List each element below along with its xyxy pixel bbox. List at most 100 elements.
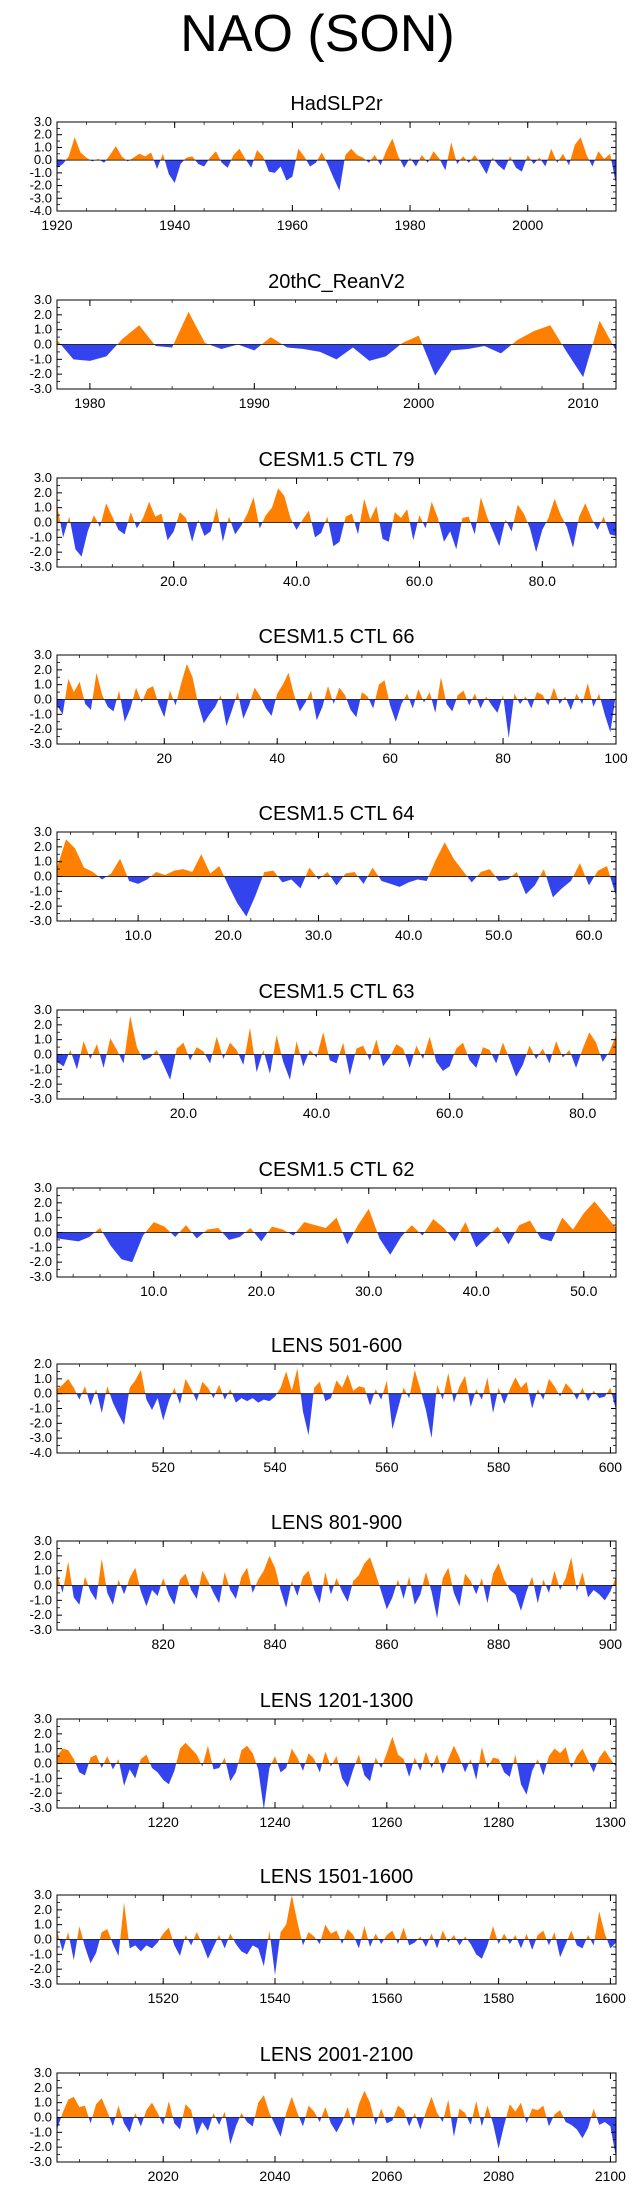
- y-tick-label: 1.0: [34, 139, 52, 154]
- panel-3: CESM1.5 CTL 79 3.02.01.00.0-1.0-2.0-3.0 20…: [30, 449, 617, 589]
- panel-title: LENS 801-900: [271, 1512, 402, 1534]
- y-tick-label: -2.0: [30, 1607, 52, 1622]
- x-tick-label: 50.0: [570, 1283, 597, 1299]
- panel-title: HadSLP2r: [290, 93, 383, 115]
- x-tick-label: 2040: [259, 2168, 290, 2184]
- x-tick-label: 10.0: [125, 927, 152, 943]
- x-tick-label: 20.0: [215, 927, 242, 943]
- negative-area: [57, 344, 616, 378]
- y-tick-label: -3.0: [30, 913, 52, 928]
- x-tick-label: 20.0: [248, 1283, 275, 1299]
- y-tick-label: -2.0: [30, 721, 52, 736]
- y-tick-label: -2.0: [30, 366, 52, 381]
- y-tick-label: -3.0: [30, 1622, 52, 1637]
- y-tick-label: -1.0: [30, 1401, 52, 1416]
- x-tick-label: 60.0: [436, 1105, 463, 1121]
- y-tick-label: -1.0: [30, 1239, 52, 1254]
- positive-area: [57, 1555, 616, 1586]
- negative-area: [57, 160, 616, 191]
- x-tick-label: 1240: [259, 1814, 290, 1830]
- y-tick-label: 3.0: [34, 1711, 52, 1726]
- x-tick-label: 1960: [277, 217, 308, 233]
- y-tick-label: 2.0: [34, 1195, 52, 1210]
- x-tick-label: 2020: [148, 2168, 179, 2184]
- y-tick-label: 0.0: [34, 1225, 52, 1240]
- x-tick-label: 60.0: [406, 573, 433, 589]
- x-tick-label: 20.0: [170, 1105, 197, 1121]
- y-tick-label: -2.0: [30, 1415, 52, 1430]
- x-tick-label: 1520: [148, 1990, 179, 2006]
- y-tick-label: 3.0: [34, 114, 52, 129]
- y-tick-label: -3.0: [30, 1091, 52, 1106]
- x-tick-label: 40: [269, 750, 285, 766]
- y-tick-label: 2.0: [34, 1356, 52, 1371]
- positive-area: [57, 1368, 616, 1394]
- y-tick-label: -1.0: [30, 883, 52, 898]
- panel-11: LENS 1501-1600 3.02.01.00.0-1.0-2.0-3.0 15…: [30, 1866, 627, 2006]
- x-tick-label: 860: [375, 1636, 399, 1652]
- y-tick-label: 2.0: [34, 662, 52, 677]
- x-tick-label: 1980: [394, 217, 425, 233]
- panel-2: 20thC_ReanV2 3.02.01.00.0-1.0-2.0-3.0 1980…: [30, 271, 617, 411]
- y-tick-label: -1.0: [30, 1061, 52, 1076]
- x-tick-label: 1560: [371, 1990, 402, 2006]
- y-tick-label: -3.0: [30, 1269, 52, 1284]
- y-tick-label: 0.0: [34, 1578, 52, 1593]
- y-tick-label: -3.0: [30, 736, 52, 751]
- positive-area: [57, 1015, 616, 1055]
- panel-title: LENS 1501-1600: [260, 1866, 413, 1888]
- x-tick-label: 30.0: [355, 1283, 382, 1299]
- y-tick-label: -1.0: [30, 165, 52, 180]
- y-tick-label: 0.0: [34, 337, 52, 352]
- y-tick-label: 3.0: [34, 1887, 52, 1902]
- x-tick-label: 1280: [483, 1814, 514, 1830]
- panel-title: LENS 1201-1300: [260, 1690, 413, 1712]
- x-tick-label: 100: [604, 750, 628, 766]
- y-tick-label: 1.0: [34, 1032, 52, 1047]
- negative-area: [57, 876, 616, 917]
- y-tick-label: -1.0: [30, 1770, 52, 1785]
- x-tick-label: 820: [152, 1636, 176, 1652]
- x-tick-label: 10.0: [140, 1283, 167, 1299]
- y-tick-label: 0.0: [34, 1386, 52, 1401]
- negative-area: [57, 1232, 616, 1263]
- y-tick-label: 1.0: [34, 854, 52, 869]
- y-tick-label: 2.0: [34, 839, 52, 854]
- y-tick-label: 3.0: [34, 647, 52, 662]
- y-tick-label: -1.0: [30, 1946, 52, 1961]
- y-tick-label: 3.0: [34, 470, 52, 485]
- y-tick-label: 1.0: [34, 2095, 52, 2110]
- negative-area: [57, 522, 616, 557]
- y-tick-label: 2.0: [34, 1548, 52, 1563]
- positive-area: [57, 2090, 616, 2118]
- panel-10: LENS 1201-1300 3.02.01.00.0-1.0-2.0-3.0 12…: [30, 1690, 627, 1830]
- x-tick-label: 520: [152, 1459, 176, 1475]
- x-tick-label: 40.0: [303, 1105, 330, 1121]
- y-tick-label: -4.0: [30, 1445, 52, 1460]
- y-tick-label: -2.0: [30, 1076, 52, 1091]
- panel-8: LENS 501-600 2.01.00.0-1.0-2.0-3.0-4.0 520…: [30, 1335, 623, 1475]
- x-tick-label: 2000: [403, 395, 434, 411]
- x-tick-label: 2080: [483, 2168, 514, 2184]
- y-tick-label: -2.0: [30, 1785, 52, 1800]
- panel-6: CESM1.5 CTL 63 3.02.01.00.0-1.0-2.0-3.0 20…: [30, 981, 617, 1121]
- x-tick-label: 40.0: [283, 573, 310, 589]
- x-tick-label: 60.0: [575, 927, 602, 943]
- positive-area: [57, 137, 616, 161]
- panel-title: LENS 2001-2100: [260, 2044, 413, 2066]
- y-tick-label: 0.0: [34, 1932, 52, 1947]
- y-tick-label: 1.0: [34, 500, 52, 515]
- y-tick-label: 0.0: [34, 2110, 52, 2125]
- x-tick-label: 900: [599, 1636, 623, 1652]
- panel-title: 20thC_ReanV2: [268, 271, 405, 293]
- panel-4: CESM1.5 CTL 66 3.02.01.00.0-1.0-2.0-3.0 20…: [30, 626, 628, 766]
- x-tick-label: 1580: [483, 1990, 514, 2006]
- x-tick-label: 1300: [595, 1814, 626, 1830]
- x-tick-label: 1540: [259, 1990, 290, 2006]
- y-tick-label: 1.0: [34, 1210, 52, 1225]
- y-tick-label: 1.0: [34, 322, 52, 337]
- y-tick-label: -1.0: [30, 351, 52, 366]
- panel-title: LENS 501-600: [271, 1335, 402, 1357]
- x-tick-label: 50.0: [485, 927, 512, 943]
